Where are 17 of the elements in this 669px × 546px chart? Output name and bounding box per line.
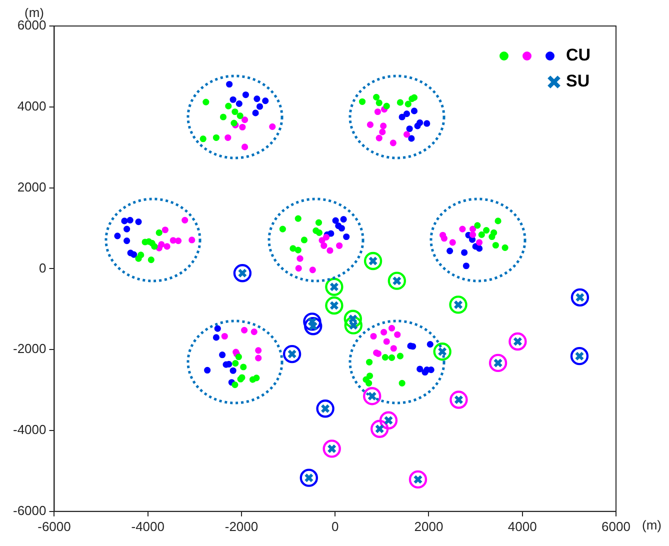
legend-label: SU <box>566 72 590 91</box>
x-tick-label: 0 <box>332 518 339 534</box>
x-tick-label: -6000 <box>38 518 71 534</box>
x-tick-label: -4000 <box>131 518 164 534</box>
legend-label: CU <box>566 46 591 65</box>
x-tick-label: 4000 <box>508 518 537 534</box>
y-tick-label: 2000 <box>17 179 46 194</box>
y-tick-label: -4000 <box>13 422 46 438</box>
x-tick-label: 6000 <box>602 518 630 534</box>
y-axis-title: (m) <box>24 5 44 20</box>
y-tick-label: -2000 <box>13 341 46 356</box>
y-tick-label: 0 <box>39 260 46 276</box>
y-tick-label: 4000 <box>17 98 46 114</box>
x-tick-label: -2000 <box>224 518 258 534</box>
x-tick-label: 2000 <box>414 518 444 534</box>
x-axis-title: (m) <box>642 517 662 532</box>
y-tick-label: -6000 <box>13 502 46 518</box>
